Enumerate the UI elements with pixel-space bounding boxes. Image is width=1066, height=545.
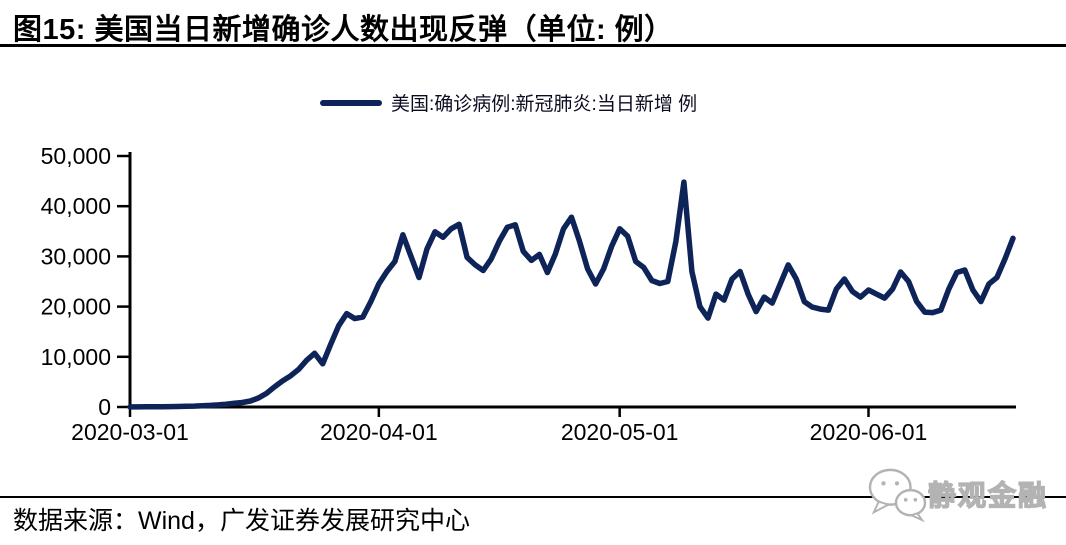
x-tick-label: 2020-06-01 bbox=[810, 419, 928, 445]
y-tick-label: 10,000 bbox=[41, 344, 111, 370]
x-tick-label: 2020-04-01 bbox=[320, 419, 438, 445]
y-tick-label: 0 bbox=[98, 394, 111, 420]
watermark-text: 静观金融 bbox=[927, 479, 1048, 511]
small-bubble bbox=[894, 488, 927, 517]
big-bubble-tail bbox=[871, 500, 891, 515]
y-tick-label: 40,000 bbox=[41, 193, 111, 219]
x-tick-label: 2020-03-01 bbox=[71, 419, 189, 445]
chart-legend: 美国:确诊病例:新冠肺炎:当日新增 例 bbox=[320, 89, 697, 116]
small-bubble-eye-right bbox=[913, 497, 918, 502]
legend-line-swatch bbox=[320, 99, 382, 106]
x-tick-label: 2020-05-01 bbox=[561, 419, 679, 445]
big-bubble-eye-right bbox=[894, 481, 900, 486]
series-line bbox=[127, 179, 1016, 410]
wechat-chat-bubbles-icon bbox=[868, 468, 927, 522]
y-tick-label: 30,000 bbox=[41, 243, 111, 269]
big-bubble-eye-left bbox=[881, 481, 886, 486]
legend-label: 美国:确诊病例:新冠肺炎:当日新增 例 bbox=[391, 94, 698, 115]
line-chart: 0 10,000 20,000 30,000 40,000 50,000 2020-03-0… bbox=[41, 143, 1016, 445]
data-source: 数据来源：Wind，广发证券发展研究中心 bbox=[13, 507, 470, 535]
title-divider bbox=[0, 44, 1066, 47]
y-tick-label: 50,000 bbox=[41, 143, 111, 169]
footer-divider bbox=[0, 496, 1066, 498]
brand-watermark: 静观金融 bbox=[866, 466, 1048, 522]
small-bubble-tail bbox=[908, 512, 925, 522]
y-tick-label: 20,000 bbox=[41, 294, 111, 320]
figure-title: 图15: 美国当日新增确诊人数出现反弹（单位: 例） bbox=[13, 14, 674, 46]
small-bubble-eye-left bbox=[903, 497, 908, 502]
